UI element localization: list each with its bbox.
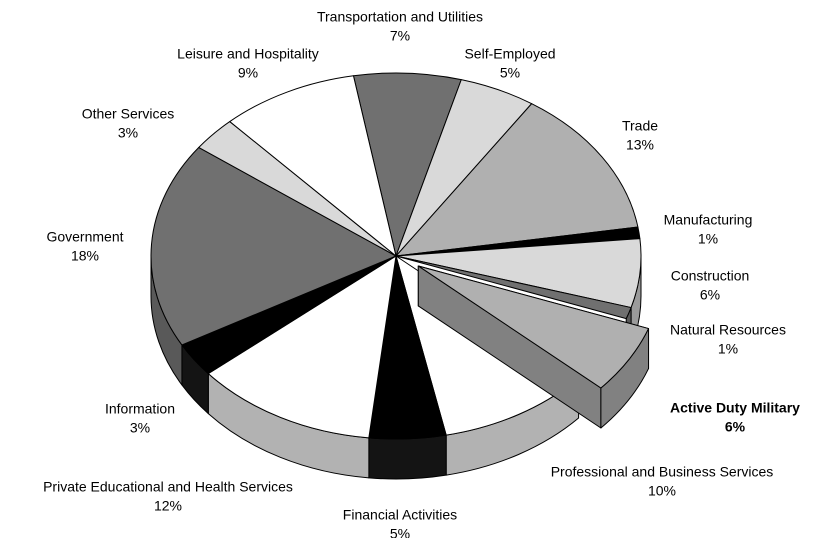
slice-value-label: 1% [718,341,738,357]
slice-value-label: 1% [698,231,718,247]
slice-label: Private Educational and Health Services [43,479,293,495]
slice [150,146,397,346]
slice-value-label: 3% [118,125,138,141]
slice [417,265,650,389]
slice [207,255,397,439]
slice-label: Government [46,229,123,245]
slice-label: Self-Employed [464,46,555,62]
slice-value-label: 3% [130,420,150,436]
slice-label: Manufacturing [664,212,753,228]
slice-label: Professional and Business Services [551,464,774,480]
slice-label: Natural Resources [670,322,786,338]
slice-label: Financial Activities [343,507,457,523]
slice-label: Trade [622,118,658,134]
slice [395,103,639,257]
slice [395,255,632,320]
slice-label: Information [105,401,175,417]
slice-wall [368,434,447,480]
slice-label: Active Duty Military [670,400,800,416]
slice-label: Transportation and Utilities [317,9,483,25]
slice-label: Leisure and Hospitality [177,46,319,62]
slice-value-label: 6% [725,419,746,435]
slice-value-label: 12% [154,498,182,514]
slice-value-label: 5% [390,526,410,538]
slice-value-label: 9% [238,65,258,81]
slice-label: Construction [671,268,750,284]
slice [352,72,462,257]
slice [229,75,397,257]
slice-value-label: 5% [500,65,520,81]
slice-label: Other Services [82,106,175,122]
slice-value-label: 13% [626,137,654,153]
slice-value-label: 18% [71,248,99,264]
slice-value-label: 10% [648,483,676,499]
slice-value-label: 7% [390,28,410,44]
slice-value-label: 6% [700,287,720,303]
